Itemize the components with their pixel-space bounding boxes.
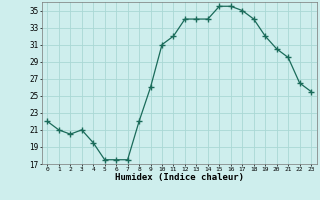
X-axis label: Humidex (Indice chaleur): Humidex (Indice chaleur) xyxy=(115,173,244,182)
